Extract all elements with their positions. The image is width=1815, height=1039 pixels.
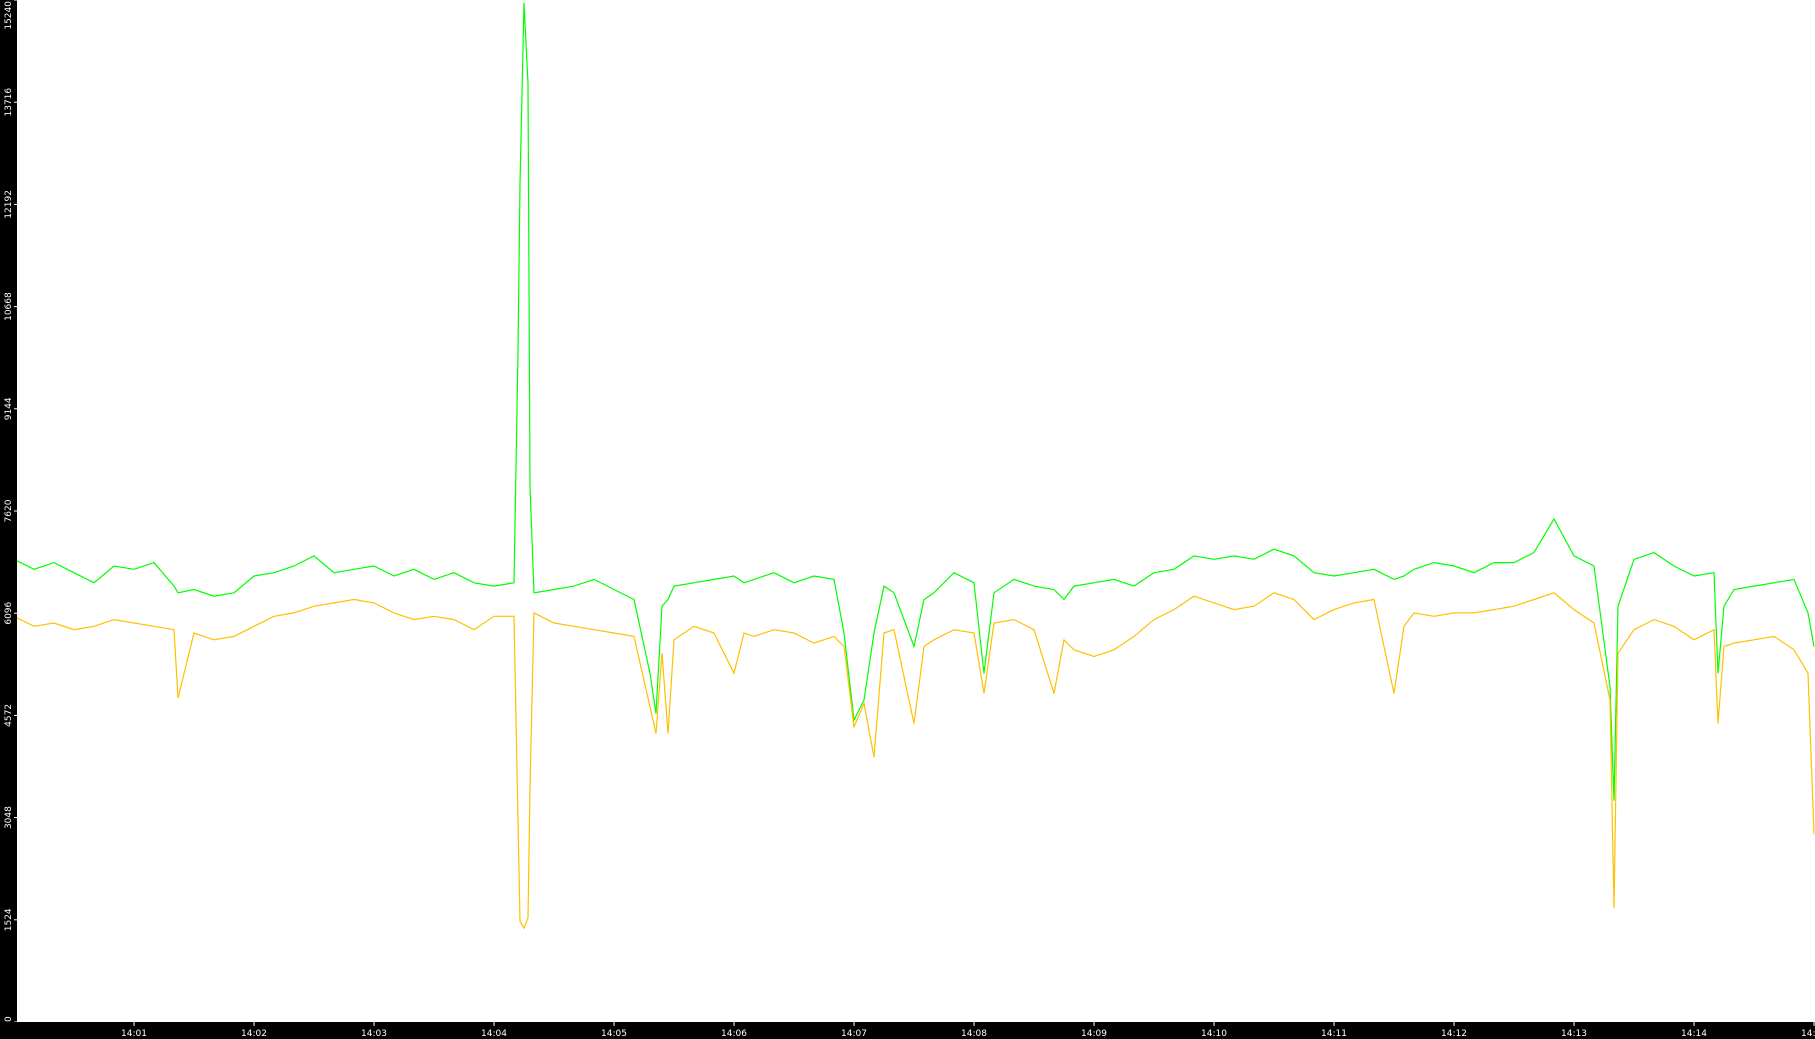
x-tick-label: 14:04: [481, 1029, 507, 1039]
x-tick-label: 14:11: [1321, 1029, 1347, 1039]
series-layer: [17, 2, 1815, 930]
y-axis-band: [0, 0, 17, 1022]
x-tick-label: 14:09: [1081, 1029, 1107, 1039]
x-tick-label: 14:06: [721, 1029, 747, 1039]
x-axis: 14:01 14:02 14:03 14:04 14:05 14:06 14:07 14:08…: [0, 1022, 1815, 1039]
x-tick-label: 14:13: [1561, 1029, 1587, 1039]
x-tick-label: 14:03: [361, 1029, 387, 1039]
y-tick-label: 13716: [4, 88, 14, 117]
y-tick-label: 3048: [4, 806, 14, 829]
x-tick-label: 14:07: [841, 1029, 867, 1039]
y-axis: 0 1524 3048 4572 6096 7620 9144 10668 12192 13716…: [0, 0, 17, 1023]
x-tick-label: 14:08: [961, 1029, 987, 1039]
series-line-1: [17, 2, 1815, 801]
plot-area: [17, 0, 1815, 1022]
x-tick-label: 14:02: [241, 1029, 267, 1039]
x-axis-band: [0, 1022, 1815, 1039]
y-tick-label: 12192: [4, 190, 14, 219]
y-tick-label: 1524: [4, 908, 14, 931]
y-tick-label: 15240: [4, 1, 14, 30]
y-tick-label: 0: [4, 1016, 14, 1022]
x-tick-label: 14:10: [1201, 1029, 1227, 1039]
x-tick-label: 14:12: [1441, 1029, 1467, 1039]
x-tick-label: 14:15: [1801, 1029, 1815, 1039]
y-tick-label: 7620: [4, 499, 14, 522]
y-tick-label: 6096: [4, 601, 14, 624]
y-tick-label: 10668: [4, 292, 14, 321]
series-line-2: [17, 592, 1815, 930]
x-tick-label: 14:05: [601, 1029, 627, 1039]
x-tick-label: 14:01: [121, 1029, 147, 1039]
x-tick-label: 14:14: [1681, 1029, 1707, 1039]
y-tick-label: 4572: [4, 704, 14, 727]
y-tick-label: 9144: [4, 397, 14, 420]
